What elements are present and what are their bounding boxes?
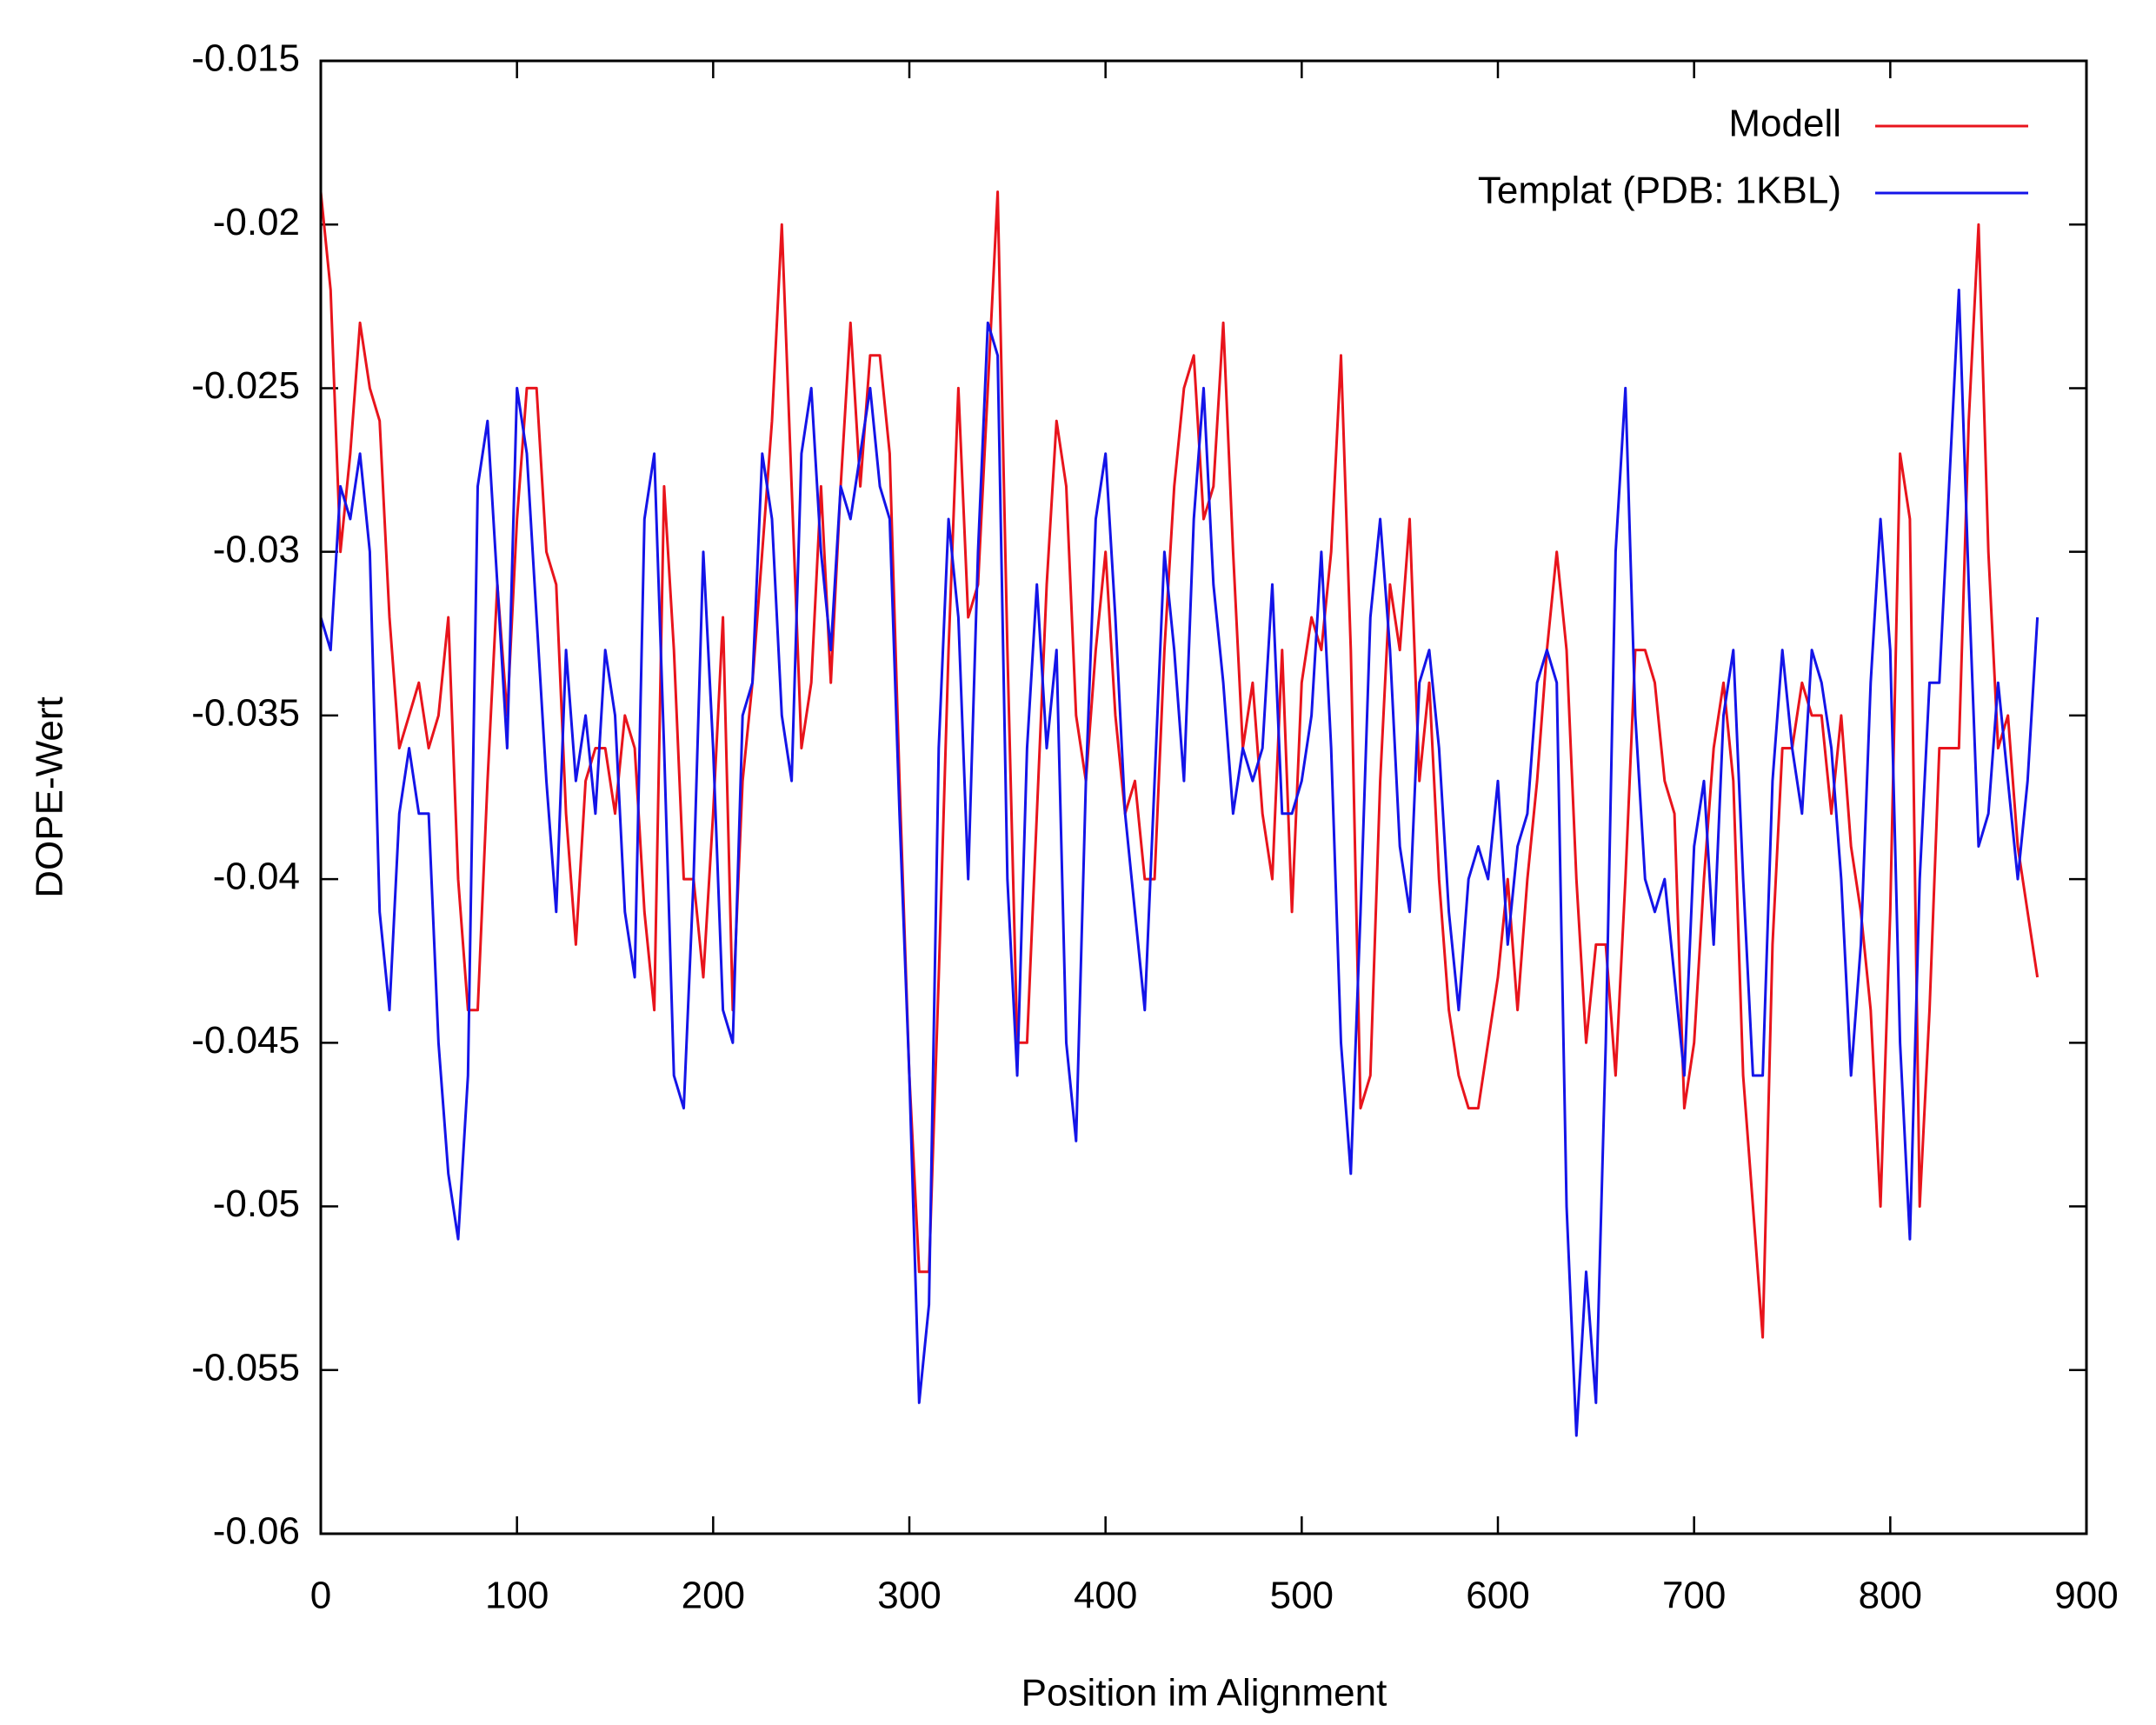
x-tick-label: 700 bbox=[1662, 1575, 1726, 1617]
x-tick-label: 300 bbox=[877, 1575, 941, 1617]
data-line bbox=[319, 190, 2040, 1339]
legend-label: Modell bbox=[1728, 103, 1841, 145]
y-tick-label: -0.05 bbox=[213, 1182, 300, 1225]
x-tick-label: 800 bbox=[1859, 1575, 1922, 1617]
y-tick-label: -0.015 bbox=[191, 37, 300, 80]
x-tick-label: 200 bbox=[682, 1575, 745, 1617]
x-axis-label: Position im Alignment bbox=[1021, 1672, 1387, 1715]
legend-label: Templat (PDB: 1KBL) bbox=[1478, 170, 1841, 212]
x-tick-label: 100 bbox=[485, 1575, 549, 1617]
x-tick-label: 600 bbox=[1466, 1575, 1529, 1617]
y-tick-label: -0.055 bbox=[191, 1346, 300, 1389]
y-tick-label: -0.035 bbox=[191, 692, 300, 735]
data-line bbox=[319, 289, 2040, 1437]
x-tick-label: 400 bbox=[1074, 1575, 1137, 1617]
y-tick-label: -0.02 bbox=[213, 201, 300, 243]
y-tick-label: -0.045 bbox=[191, 1019, 300, 1062]
y-tick-label: -0.025 bbox=[191, 364, 300, 407]
x-tick-label: 500 bbox=[1270, 1575, 1334, 1617]
x-tick-label: 0 bbox=[310, 1575, 331, 1617]
y-tick-label: -0.06 bbox=[213, 1510, 300, 1553]
y-tick-label: -0.04 bbox=[213, 856, 300, 898]
x-tick-label: 900 bbox=[2054, 1575, 2118, 1617]
y-tick-label: -0.03 bbox=[213, 528, 300, 570]
y-axis-label: DOPE-Wert bbox=[29, 696, 71, 897]
plot-frame bbox=[319, 59, 2088, 1535]
